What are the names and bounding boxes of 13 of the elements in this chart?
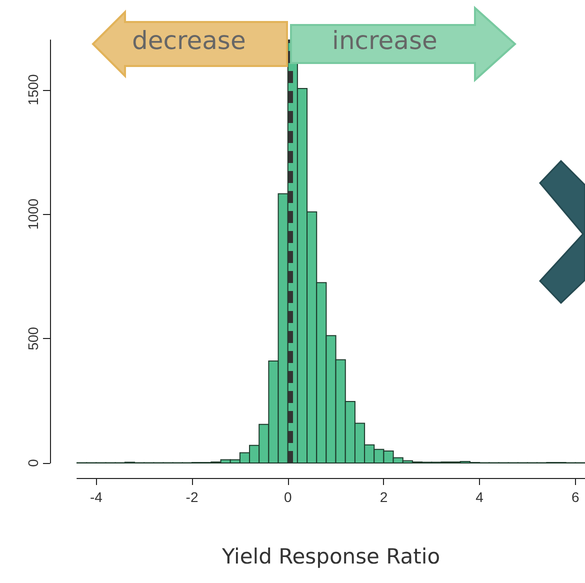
y-tick-label: 500 — [25, 326, 41, 350]
annotation: increase — [332, 26, 438, 55]
y-tick-label: 1500 — [25, 74, 41, 106]
x-tick-label: -2 — [186, 489, 198, 505]
x-tick-label: 2 — [380, 489, 388, 505]
x-tick-label: 6 — [572, 489, 580, 505]
y-tick-label: 0 — [25, 458, 41, 467]
annotation: decrease — [132, 26, 246, 55]
y-tick-label: 1000 — [25, 198, 41, 230]
x-axis-title: Yield Response Ratio — [220, 544, 440, 568]
x-tick-label: 0 — [284, 489, 292, 505]
x-tick-label: 4 — [476, 489, 484, 505]
x-tick-label: -4 — [90, 489, 103, 505]
